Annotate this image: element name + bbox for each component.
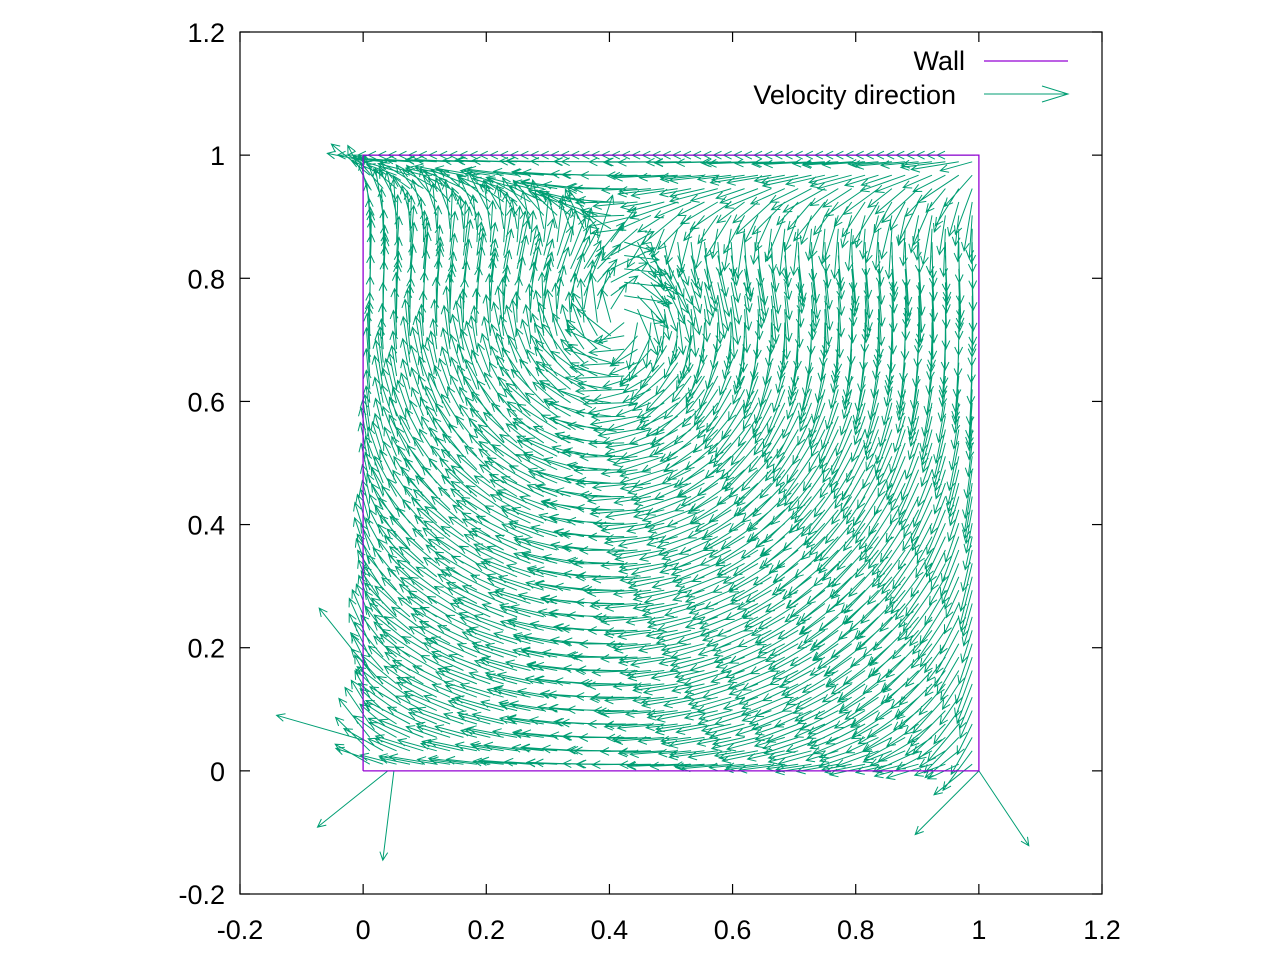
y-tick-label: 0.2 (187, 634, 225, 664)
x-tick-label: 0 (356, 915, 371, 945)
velocity-vectors (275, 143, 1030, 862)
y-tick-label: 0.8 (187, 264, 225, 294)
y-tick-label: 0.4 (187, 511, 225, 541)
y-tick-label: 1.2 (187, 18, 225, 48)
y-tick-label: -0.2 (178, 880, 225, 910)
legend-arrow (984, 85, 1070, 103)
x-tick-label: 0.6 (714, 915, 752, 945)
x-tick-label: 0.8 (837, 915, 875, 945)
x-tick-label: -0.2 (217, 915, 264, 945)
legend-label-wall: Wall (914, 46, 966, 76)
x-tick-label: 0.4 (591, 915, 629, 945)
wall-line (362, 154, 980, 772)
plot-frame (239, 31, 1103, 895)
x-tick-label: 0.2 (468, 915, 506, 945)
axis-ticks (239, 31, 1103, 895)
legend-swatch-velocity-direction (984, 85, 1070, 103)
x-tick-label: 1.2 (1083, 915, 1121, 945)
x-tick-labels: -0.2 0 0.2 0.4 0.6 0.8 1 1.2 (217, 915, 1121, 945)
legend: Wall Velocity direction (753, 46, 1070, 110)
y-tick-label: 0 (210, 757, 225, 787)
y-tick-label: 1 (210, 141, 225, 171)
y-tick-labels: -0.2 0 0.2 0.4 0.6 0.8 1 1.2 (178, 18, 225, 910)
velocity-vector-set (275, 143, 1030, 862)
x-tick-label: 1 (971, 915, 986, 945)
legend-label-velocity-direction: Velocity direction (753, 80, 956, 110)
y-tick-label: 0.6 (187, 387, 225, 417)
